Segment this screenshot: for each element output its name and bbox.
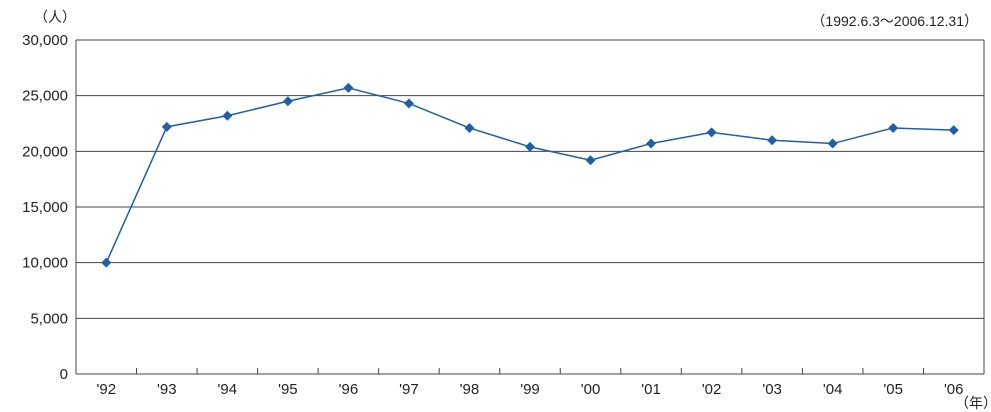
x-tick-label: '96 — [339, 381, 359, 398]
data-point-marker — [525, 141, 535, 152]
data-point-marker — [948, 125, 959, 136]
axes — [75, 40, 985, 375]
x-tick-label: '99 — [520, 381, 540, 398]
x-tick-label: '00 — [581, 381, 601, 398]
data-point-marker — [585, 155, 596, 166]
y-tick-label: 5,000 — [30, 310, 68, 327]
x-tick-label: '03 — [762, 381, 782, 398]
data-point-marker — [888, 122, 899, 133]
x-tick-label: '05 — [883, 381, 903, 398]
series-visits — [101, 82, 959, 268]
x-tick-label: '95 — [278, 381, 298, 398]
x-tick-label: '94 — [218, 381, 238, 398]
data-point-marker — [706, 127, 717, 138]
x-tick-label: '04 — [823, 381, 843, 398]
data-point-marker — [827, 138, 838, 149]
y-tick-label: 30,000 — [22, 32, 68, 49]
period-note: （1992.6.3～2006.12.31） — [811, 13, 978, 29]
series-line — [105, 87, 954, 263]
data-point-marker — [101, 257, 112, 268]
data-point-marker — [282, 96, 293, 107]
y-axis-unit-label: （人） — [34, 10, 76, 26]
x-tick-label: '98 — [460, 381, 480, 398]
y-tick-label: 0 — [60, 366, 68, 383]
grid-lines — [76, 39, 984, 319]
x-tick-label: '97 — [399, 381, 419, 398]
y-tick-label: 25,000 — [22, 88, 68, 105]
x-tick-labels: '92 '93 '94 '95 '96 '97 '98 '99 '00 '01 '02 '03 '04 '… — [96, 381, 963, 398]
data-point-marker — [464, 122, 475, 133]
data-point-marker — [343, 82, 354, 93]
x-tick-label: '01 — [641, 381, 661, 398]
y-tick-label: 15,000 — [22, 199, 68, 216]
data-point-marker — [767, 135, 778, 146]
x-tick-label: '93 — [157, 381, 177, 398]
y-tick-labels: 30,000 25,000 20,000 15,000 10,000 5,000 0 — [22, 32, 68, 383]
x-tick-label: '02 — [702, 381, 722, 398]
x-axis-unit-label: （年） — [955, 396, 991, 412]
data-point-marker — [161, 121, 172, 132]
x-tick-label: '06 — [944, 381, 964, 398]
x-tick-label: '92 — [96, 381, 116, 398]
data-point-marker — [222, 110, 233, 121]
y-tick-label: 10,000 — [22, 255, 68, 272]
data-point-marker — [403, 98, 414, 109]
y-tick-label: 20,000 — [22, 143, 68, 160]
data-point-marker — [646, 138, 657, 149]
